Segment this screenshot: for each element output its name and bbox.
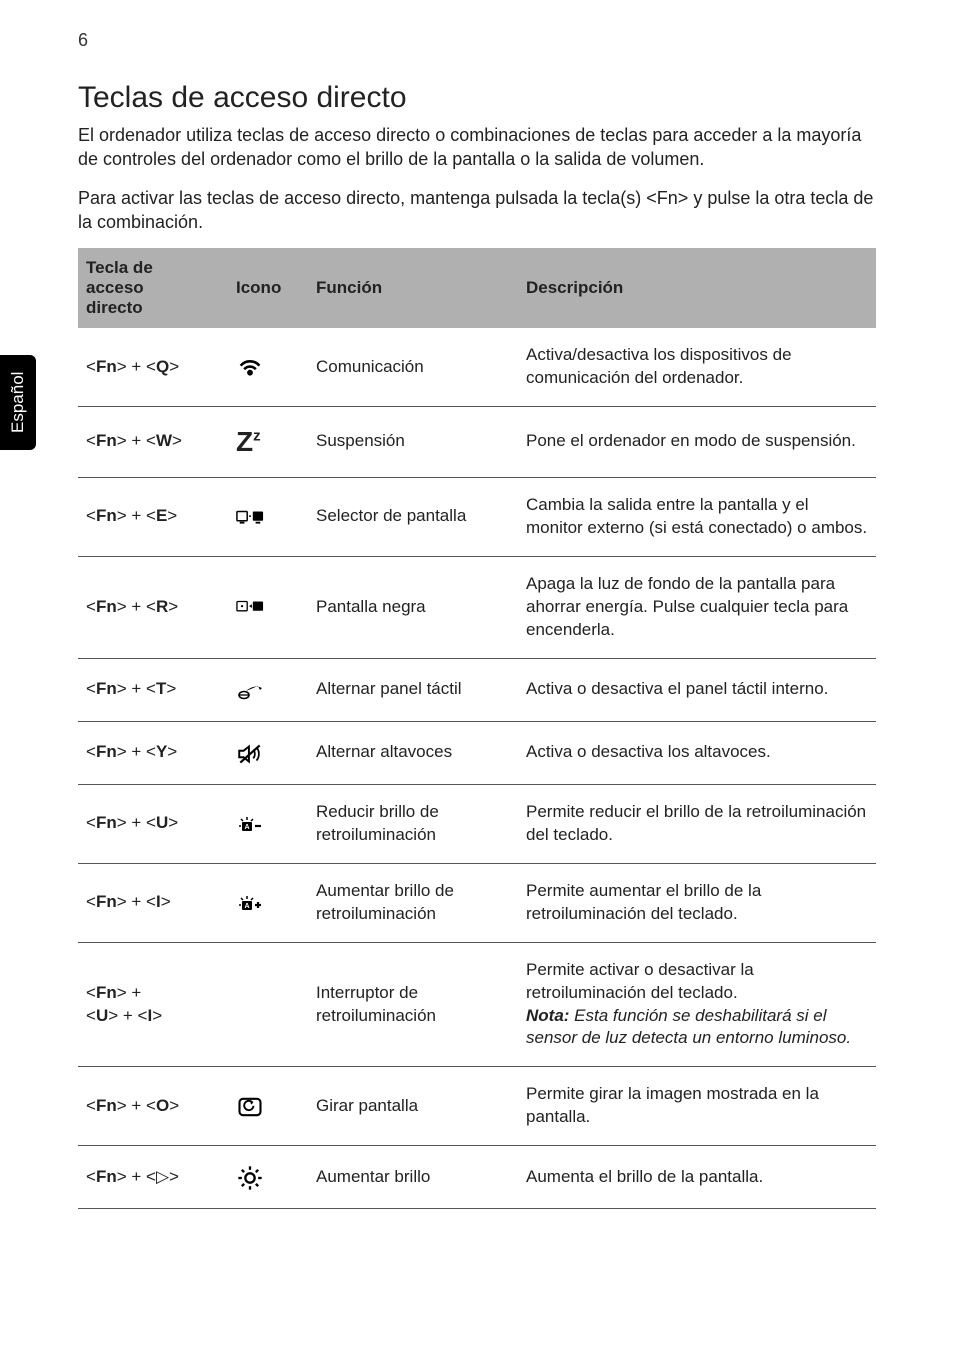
table-row: <Fn> + <U> A Reducir brillo de retroilum… — [78, 784, 876, 863]
table-row: <Fn> + <Q> Comunicación Activa/desactiva… — [78, 328, 876, 406]
brightness-up-icon — [236, 1164, 264, 1192]
touchpad-icon — [236, 677, 264, 705]
function-cell: Interruptor de retroiluminación — [308, 942, 518, 1067]
description-cell: Permite girar la imagen mostrada en la p… — [518, 1067, 876, 1146]
function-cell: Suspensión — [308, 407, 518, 478]
table-row: <Fn> + <T> Alternar panel táctil Activa … — [78, 658, 876, 721]
hotkey-cell: <Fn> + <E> — [78, 477, 228, 556]
hotkeys-table: Tecla de acceso directo Icono Función De… — [78, 248, 876, 1209]
hotkey-cell: <Fn> + <▷> — [78, 1146, 228, 1209]
backlight-down-icon: A — [236, 811, 264, 839]
language-tab: Español — [0, 355, 36, 450]
page-number: 6 — [0, 0, 954, 51]
function-cell: Selector de pantalla — [308, 477, 518, 556]
function-cell: Girar pantalla — [308, 1067, 518, 1146]
hotkey-cell: <Fn> + <R> — [78, 556, 228, 658]
description-cell: Permite reducir el brillo de la retroilu… — [518, 784, 876, 863]
svg-text:A: A — [244, 903, 249, 910]
function-cell: Aumentar brillo — [308, 1146, 518, 1209]
function-cell: Alternar panel táctil — [308, 658, 518, 721]
table-row: <Fn> + <E> Selector de pantalla Cambia l… — [78, 477, 876, 556]
table-header-row: Tecla de acceso directo Icono Función De… — [78, 248, 876, 328]
intro-paragraph-1: El ordenador utiliza teclas de acceso di… — [78, 123, 876, 172]
icon-cell — [228, 477, 308, 556]
description-cell: Permite aumentar el brillo de la retroil… — [518, 863, 876, 942]
description-cell: Activa o desactiva el panel táctil inter… — [518, 658, 876, 721]
sleep-icon: Zz — [236, 426, 261, 457]
icon-cell — [228, 556, 308, 658]
icon-cell — [228, 721, 308, 784]
table-row: <Fn> + <R> Pantalla negra Apaga la luz d… — [78, 556, 876, 658]
speaker-mute-icon — [236, 740, 264, 768]
icon-cell: A — [228, 863, 308, 942]
hotkey-cell: <Fn> + <T> — [78, 658, 228, 721]
icon-cell — [228, 1067, 308, 1146]
hotkey-cell: <Fn> + <Q> — [78, 328, 228, 406]
description-cell: Apaga la luz de fondo de la pantalla par… — [518, 556, 876, 658]
description-cell: Activa/desactiva los dispositivos de com… — [518, 328, 876, 406]
function-cell: Aumentar brillo de retroiluminación — [308, 863, 518, 942]
function-cell: Alternar altavoces — [308, 721, 518, 784]
icon-cell — [228, 658, 308, 721]
intro-paragraph-2: Para activar las teclas de acceso direct… — [78, 186, 876, 235]
header-icon: Icono — [228, 248, 308, 328]
table-row: <Fn> + <Y> Alternar altavoces Activa o d… — [78, 721, 876, 784]
wifi-icon — [236, 354, 264, 382]
header-function: Función — [308, 248, 518, 328]
header-hotkey: Tecla de acceso directo — [78, 248, 228, 328]
page-title: Teclas de acceso directo — [78, 81, 876, 115]
table-row: <Fn> + <O> Girar pantalla Permite girar … — [78, 1067, 876, 1146]
table-row: <Fn> + <▷> Aumentar brillo Aumenta el br… — [78, 1146, 876, 1209]
description-cell: Permite activar o desactivar la retroilu… — [518, 942, 876, 1067]
main-content: Teclas de acceso directo El ordenador ut… — [0, 51, 954, 1249]
screen-blank-icon — [236, 594, 264, 622]
display-toggle-icon — [236, 504, 264, 532]
table-row: <Fn> + <W> Zz Suspensión Pone el ordenad… — [78, 407, 876, 478]
icon-cell — [228, 328, 308, 406]
icon-cell: Zz — [228, 407, 308, 478]
rotate-icon — [236, 1093, 264, 1121]
function-cell: Comunicación — [308, 328, 518, 406]
hotkey-cell: <Fn> + <U> — [78, 784, 228, 863]
hotkey-cell: <Fn> + <O> — [78, 1067, 228, 1146]
function-cell: Reducir brillo de retroiluminación — [308, 784, 518, 863]
hotkey-cell: <Fn> + <U> + <I> — [78, 942, 228, 1067]
header-description: Descripción — [518, 248, 876, 328]
svg-text:A: A — [244, 824, 249, 831]
icon-cell — [228, 942, 308, 1067]
function-cell: Pantalla negra — [308, 556, 518, 658]
description-cell: Activa o desactiva los altavoces. — [518, 721, 876, 784]
icon-cell: A — [228, 784, 308, 863]
hotkey-cell: <Fn> + <I> — [78, 863, 228, 942]
table-row: <Fn> + <I> A Aumentar brillo de retroilu… — [78, 863, 876, 942]
icon-cell — [228, 1146, 308, 1209]
hotkey-cell: <Fn> + <W> — [78, 407, 228, 478]
table-row: <Fn> + <U> + <I> Interruptor de retroilu… — [78, 942, 876, 1067]
backlight-up-icon: A — [236, 890, 264, 918]
description-cell: Pone el ordenador en modo de suspensión. — [518, 407, 876, 478]
hotkey-cell: <Fn> + <Y> — [78, 721, 228, 784]
description-cell: Cambia la salida entre la pantalla y el … — [518, 477, 876, 556]
description-cell: Aumenta el brillo de la pantalla. — [518, 1146, 876, 1209]
